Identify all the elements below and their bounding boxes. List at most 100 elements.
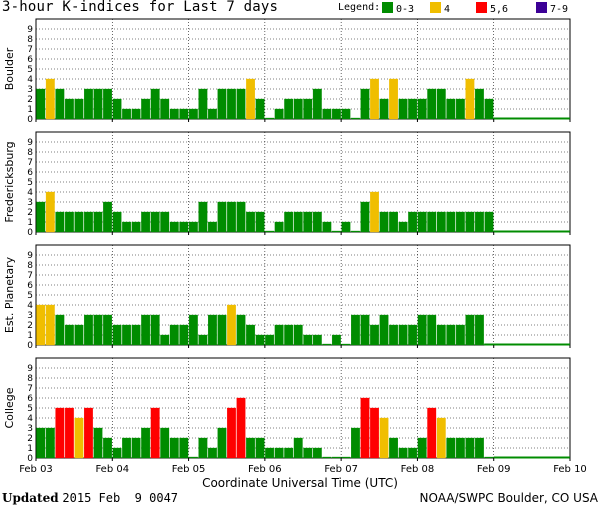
k-bar <box>150 211 160 233</box>
k-bar <box>370 324 379 346</box>
k-bar <box>265 117 275 120</box>
y-tick-label: 2 <box>27 321 33 331</box>
legend-item-label: 7-9 <box>550 4 569 15</box>
k-bar <box>417 314 427 346</box>
k-bar <box>64 407 74 459</box>
k-bar <box>265 447 275 459</box>
k-bar <box>160 98 170 120</box>
k-bar <box>274 221 284 233</box>
y-tick-label: 2 <box>27 208 33 218</box>
k-bar <box>207 314 217 346</box>
k-bar <box>188 314 198 346</box>
k-bar <box>93 427 103 459</box>
k-bar <box>427 407 437 459</box>
k-bar <box>293 324 303 346</box>
y-tick-label: 9 <box>27 364 33 374</box>
updated-label: Updated <box>2 491 59 505</box>
k-bar <box>131 221 141 233</box>
k-bar <box>322 221 332 233</box>
k-bar <box>484 98 494 120</box>
k-bar <box>150 88 160 120</box>
y-tick-label: 9 <box>27 138 33 148</box>
k-bar <box>236 88 246 120</box>
k-bar <box>207 447 217 459</box>
x-tick-label: Feb 07 <box>324 464 358 475</box>
k-bar <box>246 211 255 233</box>
k-bar <box>217 201 227 233</box>
y-tick-label: 6 <box>27 55 33 65</box>
k-bar <box>255 211 265 233</box>
y-tick-label: 3 <box>27 85 33 95</box>
x-axis-label: Coordinate Universal Time (UTC) <box>202 476 398 490</box>
x-tick-label: Feb 03 <box>19 464 53 475</box>
k-bar <box>398 324 408 346</box>
k-bar <box>55 407 65 459</box>
k-bar <box>284 447 294 459</box>
k-bar <box>122 108 132 120</box>
k-bar <box>131 324 141 346</box>
k-bar <box>198 334 208 346</box>
k-bar <box>74 417 84 459</box>
k-bar <box>112 447 122 459</box>
k-bar <box>141 211 151 233</box>
k-bar <box>436 211 446 233</box>
k-bar <box>255 334 265 346</box>
k-bar <box>351 314 360 346</box>
updated-date: 2015 Feb 9 0047 <box>62 491 179 505</box>
legend-label: Legend: <box>338 2 381 13</box>
k-bar <box>169 221 179 233</box>
k-bar <box>217 314 227 346</box>
k-bar <box>236 314 246 346</box>
k-bar <box>150 407 160 459</box>
k-bar <box>103 88 112 120</box>
k-bar <box>141 98 151 120</box>
k-bar <box>179 221 189 233</box>
k-bar <box>84 88 93 120</box>
y-tick-label: 5 <box>27 291 33 301</box>
k-bar <box>55 88 65 120</box>
k-bar <box>84 211 93 233</box>
k-bar <box>303 211 313 233</box>
k-bar <box>198 88 208 120</box>
y-tick-label: 5 <box>27 178 33 188</box>
k-bar <box>408 324 418 346</box>
k-bar <box>446 211 456 233</box>
k-bar <box>474 88 484 120</box>
k-bar <box>255 437 265 459</box>
k-bar <box>331 108 341 120</box>
k-bar <box>455 211 465 233</box>
k-bar <box>217 88 227 120</box>
k-bar <box>379 417 389 459</box>
k-bar <box>74 98 84 120</box>
k-bar <box>227 407 236 459</box>
k-bar <box>84 314 93 346</box>
k-bar <box>55 314 65 346</box>
legend-item-label: 4 <box>444 4 451 15</box>
k-bar <box>322 108 332 120</box>
k-bar <box>141 427 151 459</box>
k-bar <box>198 201 208 233</box>
k-bar <box>74 211 84 233</box>
k-bar <box>64 324 74 346</box>
x-tick-label: Feb 04 <box>95 464 129 475</box>
k-bar <box>331 334 341 346</box>
k-bar <box>312 334 322 346</box>
x-tick-label: Feb 05 <box>172 464 206 475</box>
k-bar <box>341 221 351 233</box>
y-tick-label: 8 <box>27 374 33 384</box>
k-bar <box>122 437 132 459</box>
k-bar <box>284 98 294 120</box>
k-bar <box>179 437 189 459</box>
k-bar <box>351 117 360 120</box>
y-tick-label: 7 <box>27 384 33 394</box>
k-bar <box>36 201 46 233</box>
k-bar <box>236 397 246 459</box>
y-tick-label: 0 <box>27 454 33 464</box>
k-bar <box>160 427 170 459</box>
legend-item-0-3: 0-3 <box>382 2 414 15</box>
k-bar <box>227 304 236 346</box>
k-bar <box>169 324 179 346</box>
k-bar <box>36 88 46 120</box>
k-bar <box>112 324 122 346</box>
